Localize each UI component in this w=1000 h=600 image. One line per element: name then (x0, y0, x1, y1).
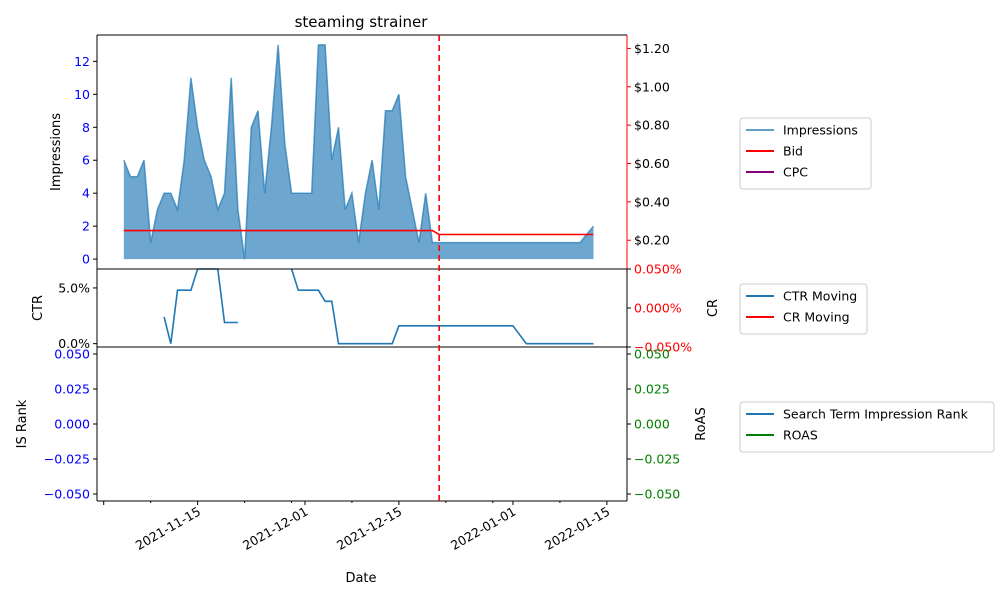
right-tick-label: $1.00 (634, 79, 670, 94)
left-tick-label: 5.0% (58, 280, 90, 295)
legend-label: CTR Moving (783, 289, 857, 304)
x-tick-label: 2021-12-15 (334, 504, 404, 553)
series-line-ctr-moving-0 (163, 268, 238, 344)
legend-label: Search Term Impression Rank (783, 407, 969, 422)
panel-mid: 0.0% 5.0% −0.050% 0.000% 0.050% CTR CR (31, 262, 721, 355)
right-tick-label: 0.000% (634, 301, 682, 316)
legend-label: CR Moving (783, 310, 850, 325)
right-tick-label: 0.050% (634, 262, 682, 277)
series-line-ctr-moving-1 (290, 268, 594, 345)
panel-top: 0 2 4 6 8 10 12 $0.20 $0.40 $0.60 $0.80 $1.00 $1.20 I… (49, 34, 670, 270)
legend-label: Impressions (783, 123, 858, 138)
x-axis-label: Date (345, 571, 376, 586)
right-tick-label: −0.050 (634, 487, 680, 502)
left-tick-label: 0 (82, 252, 90, 267)
right-tick-label: 0.025 (634, 382, 670, 397)
right-tick-label: $1.20 (634, 41, 670, 56)
right-axis-label: CR (706, 299, 721, 317)
right-tick-label: $0.60 (634, 156, 670, 171)
right-tick-label: $0.20 (634, 233, 670, 248)
series-area-impressions (123, 44, 594, 260)
right-tick-label: −0.025 (634, 452, 680, 467)
x-tick-label: 2021-12-01 (240, 504, 310, 553)
legends-group: Impressions Bid CPC CTR Moving CR Moving Sear… (739, 117, 995, 453)
legend-label: CPC (783, 165, 808, 180)
right-axis-label: RoAS (694, 407, 709, 441)
right-tick-label: $0.40 (634, 194, 670, 209)
x-tick-label: 2022-01-15 (542, 504, 612, 553)
x-axis: 2021-11-15 2021-12-01 2021-12-15 2022-01-01… (103, 501, 612, 553)
left-axis-label: CTR (31, 295, 46, 321)
left-tick-label: 10 (74, 87, 90, 102)
left-tick-label: 6 (82, 153, 90, 168)
right-tick-label: −0.050% (634, 340, 692, 355)
legend-bottom: Search Term Impression Rank ROAS (739, 401, 995, 453)
series-line-bid-0 (123, 229, 594, 236)
left-axis-label: IS Rank (15, 399, 30, 448)
left-tick-label: −0.025 (44, 452, 90, 467)
left-tick-label: 4 (82, 186, 90, 201)
chart-title: steaming strainer (295, 13, 429, 31)
legend-top: Impressions Bid CPC (739, 117, 872, 190)
left-tick-label: 0.000 (54, 417, 90, 432)
legend-mid: CTR Moving CR Moving (739, 283, 868, 335)
right-tick-label: 0.050 (634, 347, 670, 362)
panels-group: 0 2 4 6 8 10 12 $0.20 $0.40 $0.60 $0.80 $1.00 $1.20 I… (15, 34, 721, 502)
legend-label: Bid (783, 144, 803, 159)
left-tick-label: 12 (74, 54, 90, 69)
legend-label: ROAS (783, 428, 818, 443)
x-tick-label: 2022-01-01 (448, 504, 518, 553)
left-tick-label: 0.050 (54, 347, 90, 362)
left-tick-label: 2 (82, 219, 90, 234)
left-axis-label: Impressions (49, 113, 64, 191)
right-tick-label: 0.000 (634, 417, 670, 432)
left-tick-label: −0.050 (44, 487, 90, 502)
panel-bottom: −0.050 −0.025 0.000 0.025 0.050 −0.050 −0.025 0… (15, 346, 709, 502)
legend-box (739, 401, 995, 453)
left-tick-label: 0.0% (58, 336, 90, 351)
right-tick-label: $0.80 (634, 118, 670, 133)
series-line-impressions (123, 44, 595, 260)
x-tick-label: 2021-11-15 (133, 504, 203, 553)
left-tick-label: 8 (82, 120, 90, 135)
left-tick-label: 0.025 (54, 382, 90, 397)
